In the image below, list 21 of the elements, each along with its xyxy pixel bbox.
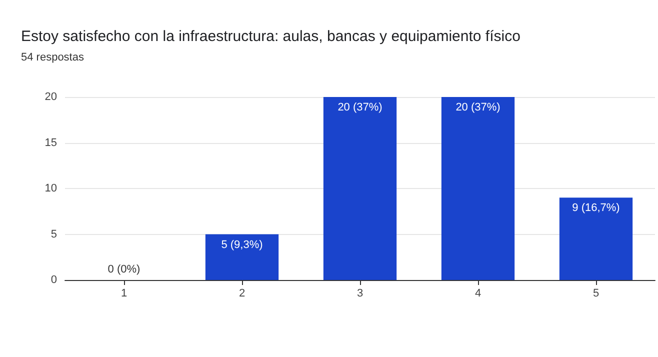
y-tick-label: 15 [44,136,57,149]
data-label: 20 (37%) [456,102,500,114]
x-tick-label: 1 [120,288,128,300]
bar [441,97,515,280]
bar [205,234,279,280]
data-label: 20 (37%) [338,102,382,114]
bar [323,97,397,280]
x-tick-label: 3 [356,288,364,300]
x-tick-label: 2 [238,288,246,300]
chart-subtitle: 54 respostas [21,52,84,64]
y-tick-label: 10 [44,182,57,194]
x-tick-label: 5 [592,288,600,300]
y-tick-label: 20 [44,91,57,103]
chart-title: Estoy satisfecho con la infraestructura: aulas, bancas y equipamiento físico [21,28,520,45]
data-label: 0 (0%) [108,264,140,276]
x-tick-label: 4 [474,288,482,300]
data-label: 9 (16,7%) [572,202,620,214]
y-tick-label: 0 [50,274,57,286]
bar [559,198,633,280]
y-tick-label: 5 [50,228,57,240]
data-label: 5 (9,3%) [221,238,263,251]
